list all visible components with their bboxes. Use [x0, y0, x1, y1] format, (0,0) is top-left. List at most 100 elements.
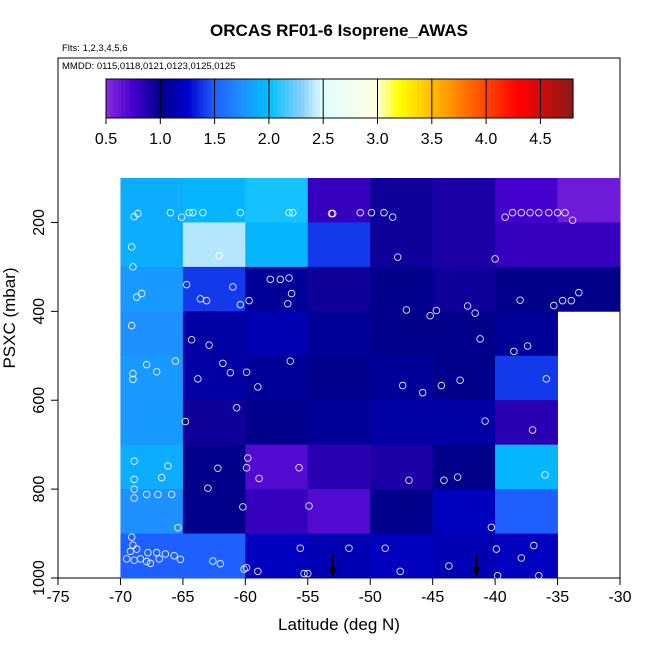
sample-point [535, 572, 543, 580]
colorbar-segment [444, 79, 450, 118]
colorbar-segment [514, 79, 520, 118]
sample-point [304, 569, 312, 578]
colorbar-segment [246, 79, 251, 118]
colorbar-segment [534, 79, 539, 118]
colorbar-segment [495, 79, 500, 118]
colorbar-segment [397, 79, 403, 118]
sample-point [300, 569, 308, 578]
sample-point [567, 296, 576, 305]
colorbar-segment [137, 79, 142, 118]
dates-note: MMDD: 0115,0118,0121,0123,0125,0125 [62, 61, 235, 72]
colorbar-segment [541, 79, 547, 118]
colorbar-segment [557, 79, 562, 118]
heatmap-cell [120, 400, 184, 446]
colorbar-segment [370, 79, 376, 118]
chart-title: ORCAS RF01-6 Isoprene_AWAS [210, 21, 468, 40]
sample-point [575, 288, 583, 297]
x-axis: -75 -70 -65 -60 -55 -50 -45 -40 -35 -30 [46, 578, 632, 606]
y-tick-label: 400 [31, 298, 48, 325]
sample-point [398, 381, 407, 390]
heatmap-cell [370, 533, 434, 579]
y-tick-label: 200 [31, 209, 48, 236]
sample-point [174, 524, 182, 532]
x-tick-label: -50 [359, 589, 382, 606]
heatmap-cell [495, 533, 558, 579]
heatmap-cell [307, 266, 371, 312]
sample-point [491, 255, 499, 263]
sample-point [130, 457, 138, 465]
sample-point [152, 548, 161, 557]
heatmap-cell [245, 489, 309, 534]
sample-point [155, 555, 163, 563]
colorbar-segment [125, 79, 130, 118]
sample-point [189, 208, 197, 217]
sample-point [545, 208, 553, 217]
colorbar-segment [141, 79, 146, 118]
colorbar-segment [164, 79, 169, 118]
sample-point [568, 216, 577, 224]
sample-point [205, 341, 213, 349]
colorbar-segment [393, 79, 399, 118]
colorbar-segment [362, 79, 368, 118]
sample-point [240, 565, 248, 573]
y-tick-label: 1000 [31, 560, 48, 596]
colorbar-segment [152, 79, 158, 118]
sample-point [418, 388, 427, 397]
sample-points [122, 208, 583, 580]
colorbar-segment [460, 79, 465, 118]
sample-point [161, 550, 170, 558]
y-axis: 200 400 600 800 1000 [31, 209, 58, 596]
sample-point [541, 471, 549, 479]
sample-point [130, 475, 138, 484]
sample-point [130, 212, 138, 221]
colorbar-segment [218, 79, 224, 118]
colorbar-segment [285, 79, 290, 118]
colorbar-segment [382, 79, 387, 118]
heatmap-cell [245, 444, 309, 490]
sample-point [122, 555, 131, 563]
sample-point [194, 375, 202, 383]
x-tick-label: -65 [171, 589, 194, 606]
colorbar-segment [413, 79, 418, 118]
colorbar-tick-label: 1.5 [203, 131, 225, 148]
colorbar-segment [429, 79, 434, 118]
sample-point [129, 541, 137, 549]
colorbar-segment [249, 79, 255, 118]
colorbar-segment [456, 79, 461, 118]
sample-point [492, 545, 501, 553]
colorbar-segment [522, 79, 527, 118]
sample-point [481, 417, 489, 425]
sample-point [127, 243, 136, 251]
sample-point [132, 293, 141, 301]
colorbar-segment [207, 79, 212, 118]
colorbar-segment [292, 79, 298, 118]
sample-point [487, 523, 496, 532]
heatmap-cell [120, 311, 184, 357]
sample-point [517, 208, 526, 217]
colorbar-segment [475, 79, 481, 118]
heatmap-cell [495, 311, 558, 357]
sample-point [393, 253, 402, 261]
colorbar-segment [343, 79, 348, 118]
sample-point [182, 280, 191, 289]
sample-point [216, 560, 225, 568]
colorbar-segment [195, 79, 200, 118]
heatmap-cell [432, 400, 496, 446]
sample-point [463, 302, 472, 310]
heatmap-cell [495, 266, 558, 312]
sample-point [226, 368, 235, 377]
sample-point [437, 381, 446, 390]
sample-point [493, 572, 502, 580]
colorbar-segment [417, 79, 422, 118]
heatmap-cell [495, 222, 558, 268]
sample-point [550, 301, 558, 310]
arrow-markers [328, 554, 481, 577]
sample-point [287, 289, 296, 298]
colorbar-segment [222, 79, 228, 118]
colorbar-segment [401, 79, 407, 118]
sample-point [229, 283, 237, 291]
heatmap-cell [307, 400, 371, 446]
colorbar-segment [211, 79, 216, 118]
colorbar-segment [506, 79, 512, 118]
sample-point [129, 263, 137, 271]
